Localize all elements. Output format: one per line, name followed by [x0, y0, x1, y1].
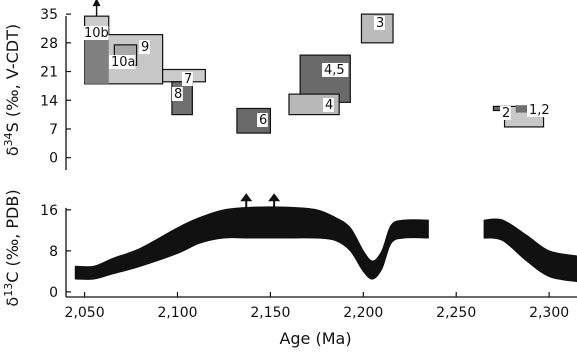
data-label: 7 [184, 72, 192, 87]
data-label: 3 [376, 16, 384, 31]
x-axis-title: Age (Ma) [279, 329, 351, 348]
data-label-bg [323, 98, 334, 112]
x-tick-label: 2,150 [250, 305, 290, 321]
data-label: 9 [141, 40, 149, 55]
data-label-bg [257, 113, 268, 127]
x-tick-label: 2,250 [436, 305, 476, 321]
x-tick-label: 2,300 [529, 305, 569, 321]
data-label-bg [109, 55, 136, 69]
carbon-isotope-panel: 0 8 16 δ13C (‰, PDB) 2,050 2,100 2,150 2,200 2,2… [2, 189, 577, 348]
data-label: 6 [259, 113, 267, 128]
y-axis-title-bottom: δ13C (‰, PDB) [2, 189, 22, 306]
y-tick-label-top: 35 [40, 7, 58, 23]
y-tick-label-bottom: 0 [49, 285, 58, 301]
data-label-bg [374, 16, 385, 30]
y-tick-label-top: 21 [40, 65, 58, 81]
data-label: 1,2 [529, 103, 550, 118]
data-label-bg [82, 26, 109, 40]
carbon-band [483, 218, 577, 283]
data-label: 2 [502, 106, 510, 121]
data-label: 10a [111, 55, 136, 70]
data-label-bg [527, 103, 554, 117]
y-tick-label-top: 28 [40, 36, 58, 52]
y-tick-label-bottom: 8 [49, 244, 58, 260]
arrow-up-icon [268, 193, 281, 202]
arrow-up-icon [240, 193, 253, 202]
y-axis-title-top: δ34S (‰, V-CDT) [2, 24, 22, 156]
data-label-bg [139, 40, 150, 54]
arrow-up-icon [92, 0, 101, 7]
data-box [515, 105, 538, 113]
y-tick-label-bottom: 16 [40, 203, 58, 219]
data-label: 10b [84, 26, 109, 41]
data-label-bg [182, 72, 193, 86]
data-box [84, 38, 109, 84]
x-tick-label: 2,100 [157, 305, 197, 321]
y-tick-label-top: 14 [40, 93, 58, 109]
data-label-bg [172, 87, 183, 101]
data-label: 4 [325, 98, 333, 113]
data-label: 4,5 [324, 63, 345, 78]
y-tick-label-top: 7 [49, 122, 58, 138]
carbon-band [74, 206, 429, 280]
data-label-bg [322, 63, 349, 77]
x-tick-label: 2,050 [65, 305, 105, 321]
x-tick-label: 2,200 [343, 305, 383, 321]
y-tick-label-top: 0 [49, 151, 58, 167]
data-label-bg [500, 106, 511, 120]
data-label: 8 [174, 87, 182, 102]
